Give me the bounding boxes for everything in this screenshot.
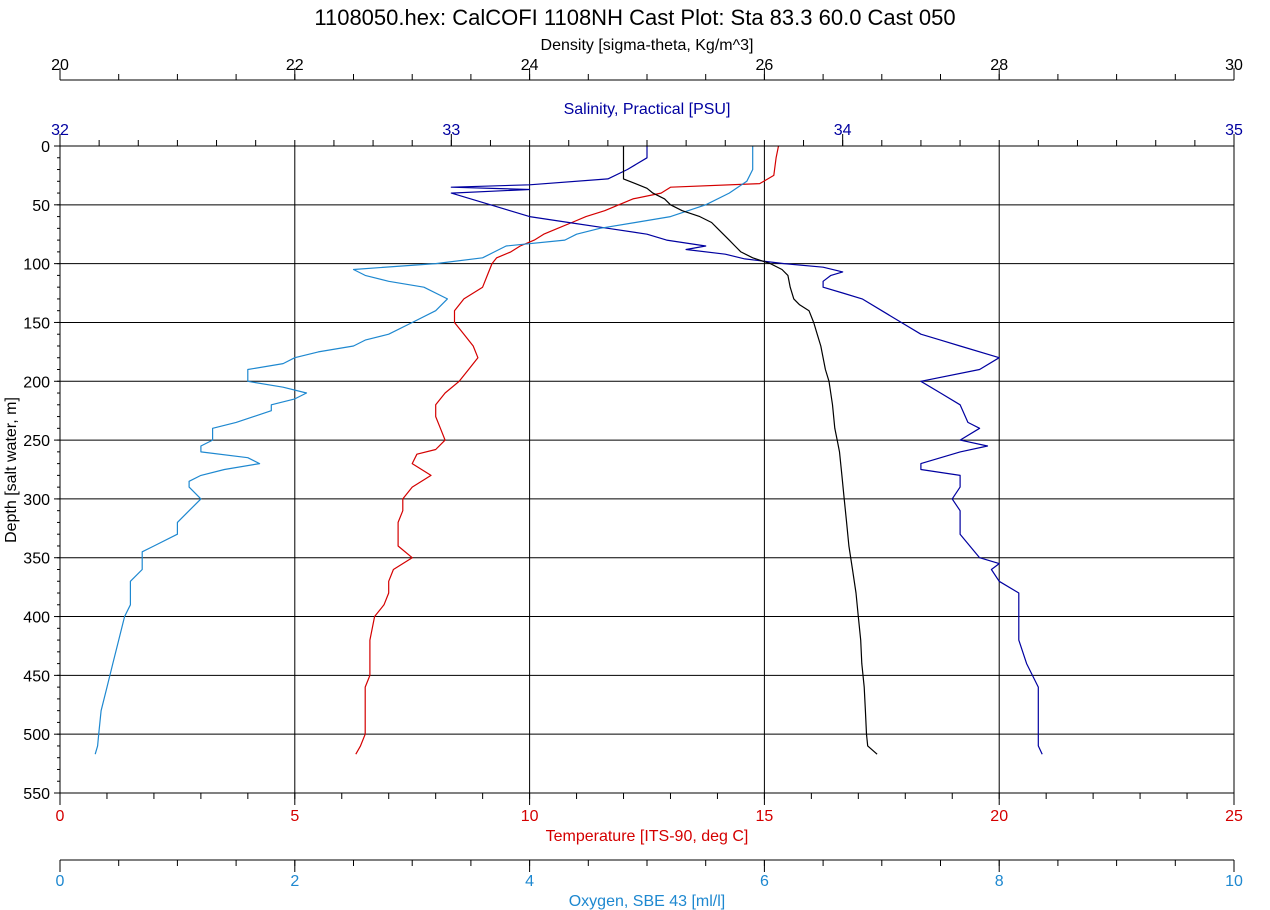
temperature-tick-label: 0 <box>56 808 65 825</box>
y-tick-label: 50 <box>32 198 50 215</box>
oxygen-tick-label: 10 <box>1225 873 1243 890</box>
temperature-axis-label: Temperature [ITS-90, deg C] <box>546 828 749 845</box>
temperature-profile-line <box>355 145 780 755</box>
oxygen-tick-label: 6 <box>760 873 769 890</box>
temperature-tick-label: 5 <box>290 808 299 825</box>
y-axis-label: Depth [salt water, m] <box>3 397 20 543</box>
y-tick-label: 150 <box>23 315 50 332</box>
chart-title: 1108050.hex: CalCOFI 1108NH Cast Plot: S… <box>314 5 955 30</box>
salinity-tick-label: 32 <box>51 122 69 139</box>
series-layer <box>94 145 1043 755</box>
y-tick-label: 200 <box>23 374 50 391</box>
density-tick-label: 20 <box>51 57 69 74</box>
salinity-tick-label: 33 <box>442 122 460 139</box>
plot-frame <box>59 145 1235 794</box>
density-tick-label: 24 <box>521 57 539 74</box>
oxygen-tick-label: 2 <box>290 873 299 890</box>
y-tick-label: 550 <box>23 786 50 803</box>
y-tick-label: 450 <box>23 668 50 685</box>
temperature-tick-label: 15 <box>756 808 774 825</box>
temperature-tick-label: 20 <box>990 808 1008 825</box>
salinity-axis-label: Salinity, Practical [PSU] <box>564 101 731 118</box>
density-tick-label: 22 <box>286 57 304 74</box>
y-tick-label: 350 <box>23 551 50 568</box>
density-axis-label: Density [sigma-theta, Kg/m^3] <box>541 37 754 54</box>
oxygen-axis-label: Oxygen, SBE 43 [ml/l] <box>569 893 726 910</box>
y-tick-label: 0 <box>41 139 50 156</box>
salinity-tick-label: 34 <box>834 122 852 139</box>
salinity-tick-label: 35 <box>1225 122 1243 139</box>
temperature-tick-label: 10 <box>521 808 539 825</box>
temperature-tick-label: 25 <box>1225 808 1243 825</box>
oxygen-tick-label: 8 <box>995 873 1004 890</box>
y-tick-label: 250 <box>23 433 50 450</box>
y-tick-label: 400 <box>23 610 50 627</box>
salinity-profile-line <box>450 146 1043 755</box>
y-tick-label: 500 <box>23 727 50 744</box>
y-tick-label: 300 <box>23 492 50 509</box>
oxygen-profile-line <box>94 146 754 755</box>
density-tick-label: 28 <box>990 57 1008 74</box>
density-tick-label: 30 <box>1225 57 1243 74</box>
oxygen-tick-label: 4 <box>525 873 534 890</box>
density-tick-label: 26 <box>756 57 774 74</box>
y-tick-label: 100 <box>23 257 50 274</box>
grid-layer <box>59 145 1235 794</box>
density-profile-line <box>622 146 878 755</box>
oxygen-tick-label: 0 <box>56 873 65 890</box>
